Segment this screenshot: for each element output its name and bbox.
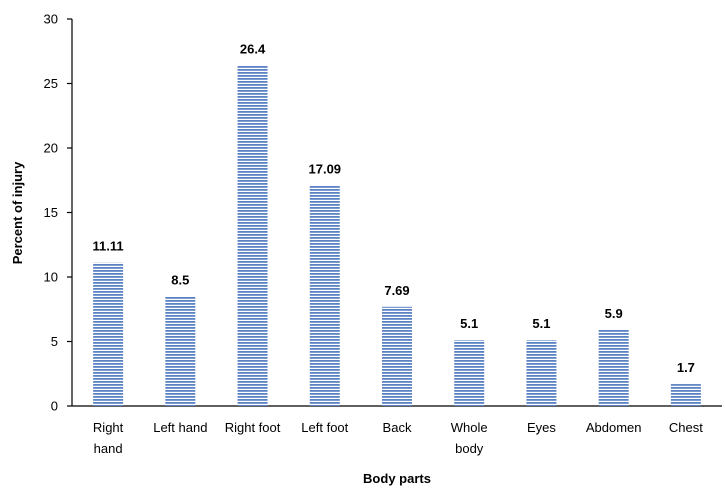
- y-axis-title: Percent of injury: [10, 161, 25, 264]
- category-label: Left hand: [153, 420, 207, 435]
- bar: [670, 384, 701, 406]
- category-label: Left foot: [301, 420, 348, 435]
- data-label: 5.1: [532, 316, 550, 331]
- bar: [382, 306, 412, 406]
- data-label: 1.7: [677, 360, 695, 375]
- bar: [526, 340, 557, 406]
- bar: [309, 185, 340, 406]
- data-label: 17.09: [309, 162, 342, 177]
- category-label: Chest: [669, 420, 703, 435]
- bar: [454, 340, 485, 406]
- category-label: Right foot: [225, 420, 281, 435]
- bar: [598, 329, 629, 406]
- y-tick-label: 20: [44, 141, 58, 156]
- data-label: 26.4: [240, 41, 266, 56]
- bar: [93, 262, 124, 406]
- category-label: Back: [383, 420, 412, 435]
- y-tick-label: 25: [44, 76, 58, 91]
- category-label: Right hand: [93, 420, 124, 456]
- data-label: 8.5: [171, 272, 189, 287]
- data-label: 5.1: [460, 316, 478, 331]
- category-label: Whole body: [451, 420, 488, 456]
- bar: [237, 65, 268, 406]
- data-label: 5.9: [605, 306, 623, 321]
- y-tick-label: 0: [51, 399, 58, 414]
- y-tick-label: 30: [44, 12, 58, 27]
- y-tick-label: 15: [44, 205, 58, 220]
- y-tick-label: 10: [44, 270, 58, 285]
- data-label: 7.69: [384, 283, 409, 298]
- category-label: Eyes: [527, 420, 556, 435]
- bar: [165, 296, 196, 406]
- y-tick-label: 5: [51, 334, 58, 349]
- x-axis-title: Body parts: [363, 471, 431, 486]
- category-label: Abdomen: [586, 420, 642, 435]
- plot-area: 0 5 10 15 20 25 30 11.11 Right hand 8.5 Left hand 26…: [44, 12, 722, 456]
- data-label: 11.11: [93, 239, 124, 254]
